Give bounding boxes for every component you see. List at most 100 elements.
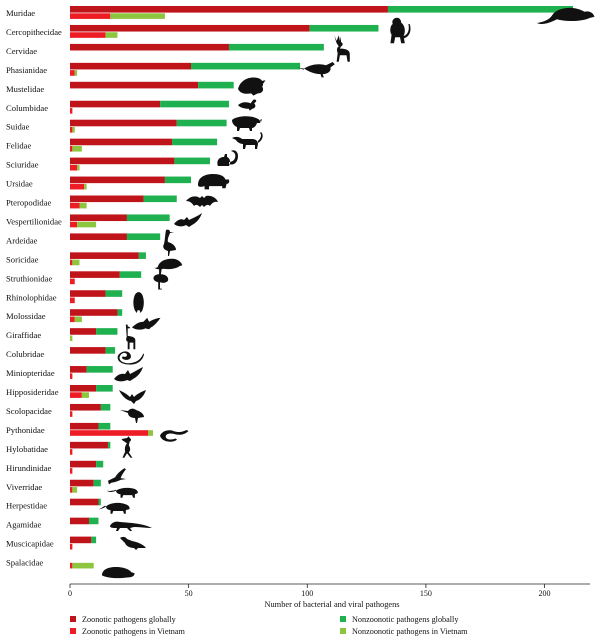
category-label-mustelidae: Mustelidae: [6, 84, 44, 94]
bar-zoonotic-vietnam-pythonidae: [70, 430, 149, 436]
bar-nonzoonotic-global-ursidae: [164, 176, 192, 184]
bar-zoonotic-global-mustelidae: [70, 81, 199, 89]
bar-zoonotic-global-cercopithecidae: [70, 24, 310, 32]
leaf-nosed-bat-icon: [119, 390, 146, 404]
flycatcher-icon: [120, 536, 146, 550]
bar-nonzoonotic-global-suidae: [176, 119, 227, 127]
bar-zoonotic-vietnam-pteropodidae: [70, 202, 80, 209]
bar-zoonotic-global-muscicapidae: [70, 536, 92, 544]
bar-nonzoonotic-global-mustelidae: [198, 81, 234, 89]
legend: Zoonotic pathogens globally Nonzoonotic p…: [70, 615, 468, 636]
bar-nonzoonotic-global-giraffidae: [96, 328, 118, 335]
bar-nonzoonotic-global-scolopacidae: [100, 403, 111, 411]
category-label-viverridae: Viverridae: [6, 482, 42, 492]
bar-zoonotic-global-herpestidae: [70, 498, 99, 506]
lizard-icon: [110, 521, 152, 531]
bar-zoonotic-vietnam-ursidae: [70, 183, 85, 190]
bar-nonzoonotic-vietnam-soricidae: [72, 259, 80, 266]
bar-zoonotic-vietnam-hylobatidae: [70, 449, 73, 455]
category-label-giraffidae: Giraffidae: [6, 330, 41, 340]
bar-zoonotic-global-pythonidae: [70, 422, 99, 430]
bar-nonzoonotic-global-herpestidae: [98, 498, 101, 506]
category-label-ursidae: Ursidae: [6, 179, 33, 189]
bar-zoonotic-global-colubridae: [70, 347, 106, 354]
bar-nonzoonotic-global-miniopteridae: [86, 366, 113, 373]
bar-zoonotic-vietnam-rhinolophidae: [70, 297, 75, 304]
shrew-icon: [154, 258, 183, 270]
legend-swatch-3: [340, 628, 346, 634]
bar-zoonotic-global-ursidae: [70, 176, 165, 184]
legend-swatch-0: [70, 616, 76, 622]
category-label-miniopteridae: Miniopteridae: [6, 368, 55, 378]
category-label-pythonidae: Pythonidae: [6, 425, 45, 435]
bar-zoonotic-global-suidae: [70, 119, 177, 127]
mongoose-icon: [98, 502, 130, 514]
category-label-colubridae: Colubridae: [6, 349, 44, 359]
category-label-soricidae: Soricidae: [6, 254, 39, 264]
mole-rat-icon: [102, 567, 135, 579]
bar-zoonotic-vietnam-phasianidae: [70, 70, 75, 76]
bar-nonzoonotic-global-muridae: [387, 6, 574, 13]
category-label-struthionidae: Struthionidae: [6, 273, 52, 283]
bar-nonzoonotic-vietnam-suidae: [72, 127, 75, 133]
rat-icon: [537, 7, 595, 25]
bar-zoonotic-global-agamidae: [70, 517, 89, 525]
bar-nonzoonotic-vietnam-giraffidae: [70, 335, 73, 342]
bar-nonzoonotic-global-hylobatidae: [107, 441, 111, 449]
category-label-cercopithecidae: Cercopithecidae: [6, 27, 62, 37]
bar-zoonotic-vietnam-viverridae: [70, 487, 73, 493]
legend-label-3: Nonzoonotic pathogens in Vietnam: [352, 627, 468, 636]
bar-zoonotic-vietnam-felidae: [70, 145, 73, 152]
bar-zoonotic-global-vespertilionidae: [70, 214, 127, 222]
bar-nonzoonotic-vietnam-ursidae: [84, 183, 87, 190]
bar-zoonotic-global-pteropodidae: [70, 195, 144, 203]
bar-nonzoonotic-global-agamidae: [88, 517, 99, 525]
bar-zoonotic-global-miniopteridae: [70, 366, 87, 373]
legend-swatch-1: [340, 616, 346, 622]
deer-icon: [334, 35, 350, 62]
category-label-molossidae: Molossidae: [6, 311, 46, 321]
giraffe-icon: [125, 324, 136, 350]
bar-zoonotic-vietnam-spalacidae: [70, 562, 73, 569]
bar-zoonotic-vietnam-hipposideridae: [70, 392, 82, 398]
bar-zoonotic-global-cervidae: [70, 43, 229, 51]
category-label-muridae: Muridae: [6, 8, 35, 18]
x-axis-ticks: 0 50 100 150 200: [68, 584, 551, 598]
bar-zoonotic-vietnam-soricidae: [70, 259, 73, 266]
python-icon: [160, 430, 189, 442]
bar-zoonotic-global-soricidae: [70, 252, 139, 259]
bar-layer: [70, 6, 574, 569]
gibbon-icon: [121, 436, 133, 458]
bar-nonzoonotic-global-soricidae: [138, 252, 146, 259]
bar-zoonotic-global-molossidae: [70, 309, 118, 316]
bar-nonzoonotic-global-columbidae: [160, 100, 229, 108]
bar-zoonotic-global-struthionidae: [70, 271, 120, 278]
bar-zoonotic-vietnam-molossidae: [70, 316, 75, 323]
bar-nonzoonotic-global-hirundinidae: [96, 460, 104, 468]
bar-nonzoonotic-vietnam-felidae: [72, 145, 82, 152]
bar-zoonotic-vietnam-hirundinidae: [70, 468, 73, 474]
bar-nonzoonotic-vietnam-molossidae: [74, 316, 82, 323]
weasel-icon: [238, 77, 266, 96]
bar-nonzoonotic-vietnam-cercopithecidae: [105, 32, 118, 38]
bar-zoonotic-global-phasianidae: [70, 62, 192, 70]
bar-zoonotic-global-giraffidae: [70, 328, 97, 335]
category-label-hirundinidae: Hirundinidae: [6, 463, 52, 473]
horseshoe-bat-icon: [133, 292, 144, 314]
bar-nonzoonotic-global-muscicapidae: [91, 536, 97, 544]
bar-zoonotic-vietnam-miniopteridae: [70, 373, 73, 379]
bar-zoonotic-global-sciuridae: [70, 157, 175, 165]
x-axis-label: Number of bacterial and viral pathogens: [264, 600, 399, 609]
flying-fox-icon: [186, 195, 218, 207]
bar-nonzoonotic-vietnam-vespertilionidae: [77, 221, 97, 228]
bar-nonzoonotic-global-rhinolophidae: [105, 290, 123, 297]
bar-zoonotic-global-viverridae: [70, 479, 94, 487]
bar-nonzoonotic-vietnam-pythonidae: [148, 430, 154, 436]
x-tick-label-0: 0: [68, 589, 72, 598]
bar-zoonotic-global-hirundinidae: [70, 460, 97, 468]
category-label-herpestidae: Herpestidae: [6, 501, 47, 511]
category-label-suidae: Suidae: [6, 122, 30, 132]
sandpiper-icon: [120, 408, 144, 423]
bar-nonzoonotic-global-vespertilionidae: [126, 214, 170, 222]
